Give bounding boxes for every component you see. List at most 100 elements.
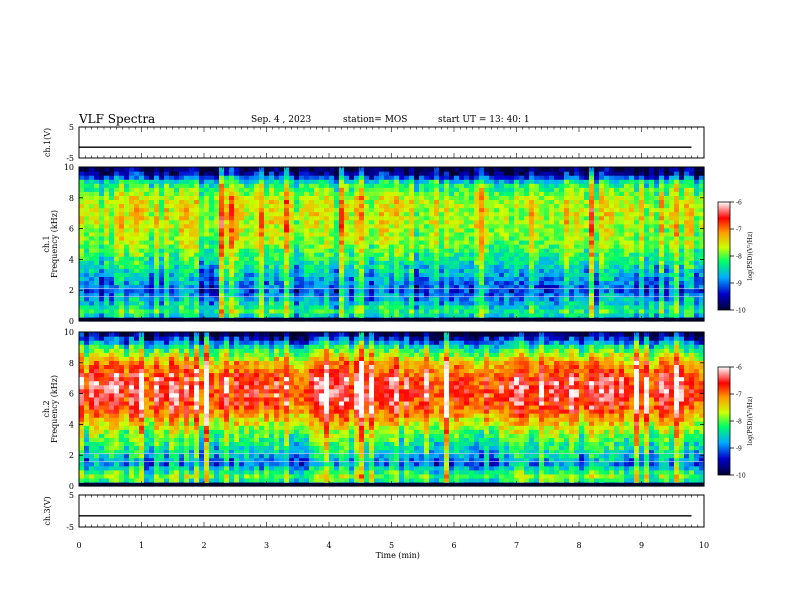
spectrogram-cell xyxy=(569,304,575,310)
spectrogram-cell xyxy=(434,183,440,188)
spectrogram-cell xyxy=(634,227,640,233)
spectrogram-cell xyxy=(84,199,90,205)
spectrogram-cell xyxy=(584,239,590,245)
spectrogram-cell xyxy=(309,191,315,196)
spectrogram-cell xyxy=(689,195,695,201)
spectrogram-cell xyxy=(369,260,375,265)
spectrogram-cell xyxy=(399,296,405,302)
spectrogram-cell xyxy=(289,256,295,261)
spectrogram-cell xyxy=(244,260,250,265)
spectrogram-cell xyxy=(244,268,250,273)
spectrogram-cell xyxy=(264,203,270,209)
spectrogram-cell xyxy=(119,244,125,249)
spectrogram-cell xyxy=(579,252,585,257)
spectrogram-cell xyxy=(259,191,265,196)
spectrogram-cell xyxy=(99,312,105,318)
spectrogram-cell xyxy=(139,191,145,196)
spectrogram-cell xyxy=(499,252,505,257)
spectrogram-cell xyxy=(624,219,630,225)
spectrogram-cell xyxy=(144,239,150,245)
spectrogram-cell xyxy=(469,175,475,180)
spectrogram-cell xyxy=(329,171,335,176)
spectrogram-cell xyxy=(119,304,125,310)
spectrogram-cell xyxy=(664,256,670,261)
spectrogram-cell xyxy=(209,272,215,278)
spectrogram-cell xyxy=(614,308,620,314)
spectrogram-cell xyxy=(614,248,620,253)
spectrogram-cell xyxy=(494,195,500,201)
spectrogram-cell xyxy=(134,183,140,188)
spectrogram-cell xyxy=(299,272,305,278)
spectrogram-cell xyxy=(434,219,440,225)
spectrogram-cell xyxy=(79,445,85,451)
spectrogram-cell xyxy=(219,207,225,213)
spectrogram-cell xyxy=(254,308,260,314)
spectrogram-cell xyxy=(134,223,140,229)
spectrogram-cell xyxy=(239,175,245,180)
spectrogram-cell xyxy=(84,473,90,479)
spectrogram-cell xyxy=(654,284,660,290)
spectrogram-cell xyxy=(699,252,705,257)
spectrogram-cell xyxy=(599,248,605,253)
spectrogram-cell xyxy=(454,183,460,188)
spectrogram-cell xyxy=(449,203,455,209)
spectrogram-cell xyxy=(284,264,290,269)
spectrogram-cell xyxy=(144,235,150,241)
spectrogram-cell xyxy=(509,248,515,253)
spectrogram-cell xyxy=(419,256,425,261)
spectrogram-cell xyxy=(524,276,530,282)
spectrogram-cell xyxy=(179,231,185,237)
spectrogram-cell xyxy=(99,348,105,353)
spectrogram-cell xyxy=(684,308,690,314)
spectrogram-cell xyxy=(599,300,605,306)
spectrogram-cell xyxy=(479,252,485,257)
spectrogram-cell xyxy=(299,171,305,176)
spectrogram-cell xyxy=(519,304,525,310)
spectrogram-cell xyxy=(559,288,565,294)
spectrogram-cell xyxy=(209,288,215,294)
spectrogram-cell xyxy=(414,244,420,249)
spectrogram-cell xyxy=(434,284,440,290)
spectrogram-cell xyxy=(154,219,160,225)
spectrogram-cell xyxy=(424,235,430,241)
spectrogram-cell xyxy=(539,199,545,205)
spectrogram-cell xyxy=(679,272,685,278)
spectrogram-cell xyxy=(219,252,225,257)
spectrogram-cell xyxy=(649,183,655,188)
spectrogram-cell xyxy=(289,288,295,294)
spectrogram-cell xyxy=(634,171,640,176)
spectrogram-cell xyxy=(634,191,640,196)
spectrogram-cell xyxy=(169,272,175,278)
spectrogram-cell xyxy=(279,203,285,209)
spectrogram-cell xyxy=(149,272,155,278)
spectrogram-cell xyxy=(544,215,550,221)
spectrogram-cell xyxy=(654,260,660,265)
spectrogram-cell xyxy=(269,264,275,269)
spectrogram-cell xyxy=(179,304,185,310)
spectrogram-cell xyxy=(79,356,85,361)
spectrogram-cell xyxy=(634,219,640,225)
spectrogram-cell xyxy=(564,235,570,241)
spectrogram-cell xyxy=(129,244,135,249)
spectrogram-cell xyxy=(534,223,540,229)
spectrogram-cell xyxy=(339,252,345,257)
spectrogram-cell xyxy=(134,199,140,205)
spectrogram-cell xyxy=(119,292,125,298)
spectrogram-cell xyxy=(229,308,235,314)
spectrogram-cell xyxy=(464,235,470,241)
spectrogram-cell xyxy=(319,187,325,192)
spectrogram-cell xyxy=(109,284,115,290)
spectrogram-cell xyxy=(564,191,570,196)
spectrogram-cell xyxy=(559,296,565,302)
spectrogram-cell xyxy=(399,171,405,176)
spectrogram-cell xyxy=(234,260,240,265)
spectrogram-cell xyxy=(469,167,475,172)
spectrogram-cell xyxy=(319,207,325,213)
spectrogram-cell xyxy=(589,268,595,273)
spectrogram-cell xyxy=(254,223,260,229)
spectrogram-cell xyxy=(439,235,445,241)
spectrogram-cell xyxy=(149,268,155,273)
spectrogram-cell xyxy=(89,372,95,378)
spectrogram-cell xyxy=(289,276,295,282)
spectrogram-cell xyxy=(489,272,495,278)
